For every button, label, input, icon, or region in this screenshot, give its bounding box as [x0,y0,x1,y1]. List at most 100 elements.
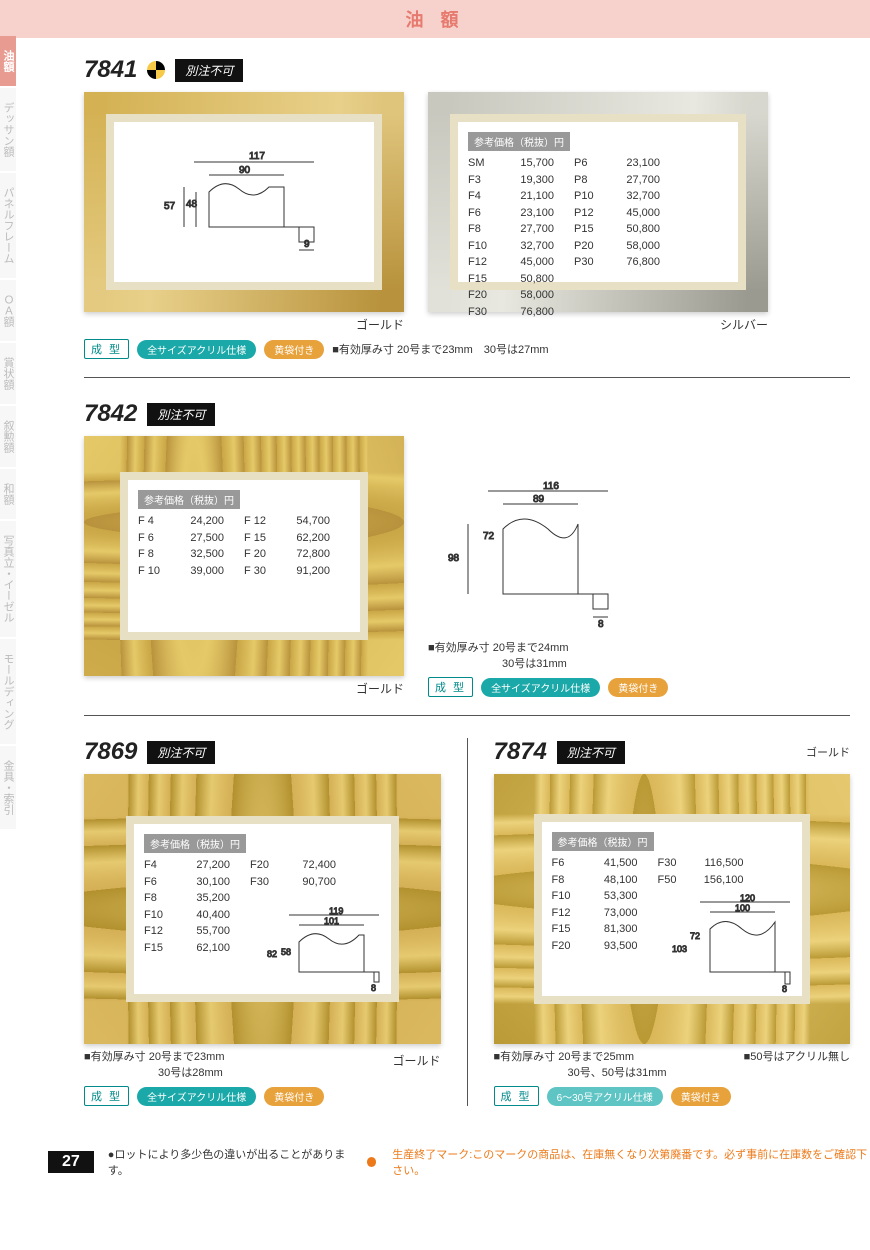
price-row: F30116,500 [658,855,744,872]
page-title: 油 額 [0,0,870,38]
price-row: F1273,000 [552,905,638,922]
thickness-note: ■有効厚み寸 20号まで24mm [428,639,850,655]
svg-text:72: 72 [690,931,700,941]
sidebar-item[interactable]: 写真立・イーゼル [0,521,16,637]
svg-text:120: 120 [740,894,755,903]
svg-text:58: 58 [281,947,291,957]
svg-text:100: 100 [735,903,750,913]
price-row: F1245,000 [468,254,554,271]
svg-text:82: 82 [267,949,277,959]
thickness-note-2: 30号は28mm [84,1064,225,1080]
sidebar-item[interactable]: 和額 [0,469,16,519]
acryl-tag: 全サイズアクリル仕様 [137,1087,256,1106]
price-row: P1245,000 [574,205,660,222]
price-row: F827,700 [468,221,554,238]
product-7874: 7874 別注不可 ゴールド 参考価格（税抜）円 F641,500F848,10… [467,738,851,1106]
mold-tag: 成 型 [494,1086,539,1106]
price-row: F630,100 [144,874,230,891]
svg-text:101: 101 [324,916,339,926]
page-footer: 27 ●ロットにより多少色の違いが出ることがあります。 生産終了マーク:このマー… [48,1146,870,1178]
thickness-note-2: 30号は31mm [428,655,850,671]
category-sidebar: 油額デッサン額パネルフレーム ＯＡ額賞状額叙勲額和額写真立・イーゼルモールディング… [0,36,38,831]
profile-diagram: 117 90 57 48 9 [154,147,334,257]
price-row: F1581,300 [552,921,638,938]
profile-diagram: 116 89 98 72 8 [428,479,628,629]
svg-text:98: 98 [448,553,460,564]
price-row: P827,700 [574,172,660,189]
price-row: F427,200 [144,857,230,874]
sidebar-item[interactable]: 金具・索引 [0,746,16,829]
price-header: 参考価格（税抜）円 [144,834,246,853]
thickness-note-2: 30号、50号は31mm [494,1064,667,1080]
product-7869: 7869 別注不可 参考価格（税抜）円 F427,200F630,100F835… [84,738,441,1106]
price-row: F 3091,200 [244,563,330,580]
acryl-tag: 全サイズアクリル仕様 [481,678,600,697]
spec-col: 116 89 98 72 8 ■有効厚み寸 20号まで24mm 30号は31mm… [428,436,850,697]
sidebar-item[interactable]: 油額 [0,36,16,86]
price-row: P2058,000 [574,238,660,255]
acryl-tag: 6〜30号アクリル仕様 [547,1087,663,1106]
price-row: F421,100 [468,188,554,205]
no-custom-badge: 別注不可 [557,741,625,764]
no-custom-badge: 別注不可 [147,741,215,764]
acryl-tag: 全サイズアクリル仕様 [137,340,256,359]
price-row: F1562,100 [144,940,230,957]
price-row: F2072,400 [250,857,336,874]
price-row: P3076,800 [574,254,660,271]
price-row: F1032,700 [468,238,554,255]
svg-text:8: 8 [598,619,604,629]
price-row: F623,100 [468,205,554,222]
sidebar-item[interactable]: パネルフレーム [0,173,16,278]
frame-gold: 参考価格（税抜）円 F 424,200F 627,500F 832,500F 1… [84,436,404,697]
svg-text:72: 72 [483,531,495,542]
extra-note: ■50号はアクリル無し [744,1048,850,1080]
price-row: F 1254,700 [244,513,330,530]
price-row: F 424,200 [138,513,224,530]
price-header: 参考価格（税抜）円 [552,832,654,851]
product-number: 7842 [84,400,137,428]
color-label: ゴールド [84,680,404,697]
svg-text:57: 57 [164,201,176,212]
discontinue-note: 生産終了マーク:このマークの商品は、在庫無くなり次第廃番です。必ず事前に在庫数を… [392,1146,870,1178]
sidebar-item[interactable]: モールディング [0,639,16,744]
page-number: 27 [48,1151,94,1173]
sidebar-item[interactable]: 賞状額 [0,343,16,404]
price-row: F319,300 [468,172,554,189]
no-custom-badge: 別注不可 [147,403,215,426]
product-7841: 7841 別注不可 117 90 57 48 9 [84,56,850,378]
sidebar-item[interactable]: 叙勲額 [0,406,16,467]
price-row: F1040,400 [144,907,230,924]
svg-text:116: 116 [543,481,559,492]
color-label: ゴールド [806,744,850,760]
price-row: F641,500 [552,855,638,872]
price-header: 参考価格（税抜）円 [468,132,570,151]
price-header: 参考価格（税抜）円 [138,490,240,509]
price-row: F2093,500 [552,938,638,955]
product-number: 7869 [84,738,137,766]
product-number: 7874 [494,738,547,766]
price-row: F1255,700 [144,923,230,940]
price-row: F3076,800 [468,304,554,321]
svg-text:90: 90 [239,165,251,176]
svg-text:8: 8 [782,984,787,994]
price-row: F848,100 [552,872,638,889]
price-row: F 627,500 [138,530,224,547]
mold-tag: 成 型 [428,677,473,697]
profile-diagram: 120 100 103 72 8 [660,894,800,994]
svg-text:117: 117 [249,151,265,162]
price-row: F 1039,000 [138,563,224,580]
bag-tag: 黄袋付き [264,1087,324,1106]
discontinue-icon [367,1157,376,1167]
price-row: F 1562,200 [244,530,330,547]
sidebar-item[interactable]: ＯＡ額 [0,280,16,341]
price-row: F50156,100 [658,872,744,889]
price-row: F1550,800 [468,271,554,288]
thickness-note: ■有効厚み寸 20号まで23mm 30号は27mm [332,341,548,357]
product-row-bottom: 7869 別注不可 参考価格（税抜）円 F427,200F630,100F835… [84,738,850,1124]
product-number: 7841 [84,56,137,84]
profile-diagram: 119 101 82 58 8 [249,907,389,992]
sidebar-item[interactable]: デッサン額 [0,88,16,171]
thickness-note: ■有効厚み寸 20号まで25mm [494,1048,667,1064]
product-7842: 7842 別注不可 参考価格（税抜）円 F 424,200F 627,500F … [84,400,850,716]
price-row: F1053,300 [552,888,638,905]
